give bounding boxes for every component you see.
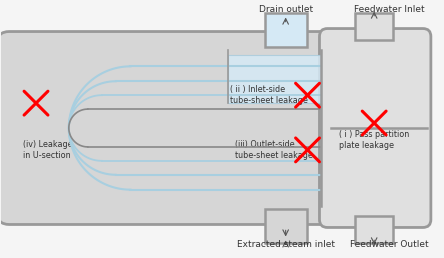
Text: ( ii ) Inlet-side
tube-sheet leakage: ( ii ) Inlet-side tube-sheet leakage bbox=[230, 85, 308, 105]
Text: (iii) Outlet-side
tube-sheet leakage: (iii) Outlet-side tube-sheet leakage bbox=[235, 140, 313, 160]
FancyBboxPatch shape bbox=[320, 29, 431, 228]
Bar bbox=[355, 13, 393, 41]
Bar bbox=[355, 215, 393, 243]
Text: Feedwater Outlet: Feedwater Outlet bbox=[350, 240, 428, 249]
Text: Extracted steam inlet: Extracted steam inlet bbox=[237, 240, 335, 249]
Bar bbox=[228, 55, 321, 103]
Text: ( i ) Pass partition
plate leakage: ( i ) Pass partition plate leakage bbox=[339, 130, 410, 150]
FancyBboxPatch shape bbox=[0, 31, 341, 224]
Text: Feedwater Inlet: Feedwater Inlet bbox=[354, 5, 424, 14]
Text: Drain outlet: Drain outlet bbox=[258, 5, 313, 14]
Bar bbox=[265, 13, 306, 47]
Bar bbox=[265, 208, 306, 243]
Text: (iv) Leakage
in U-section: (iv) Leakage in U-section bbox=[23, 140, 73, 160]
